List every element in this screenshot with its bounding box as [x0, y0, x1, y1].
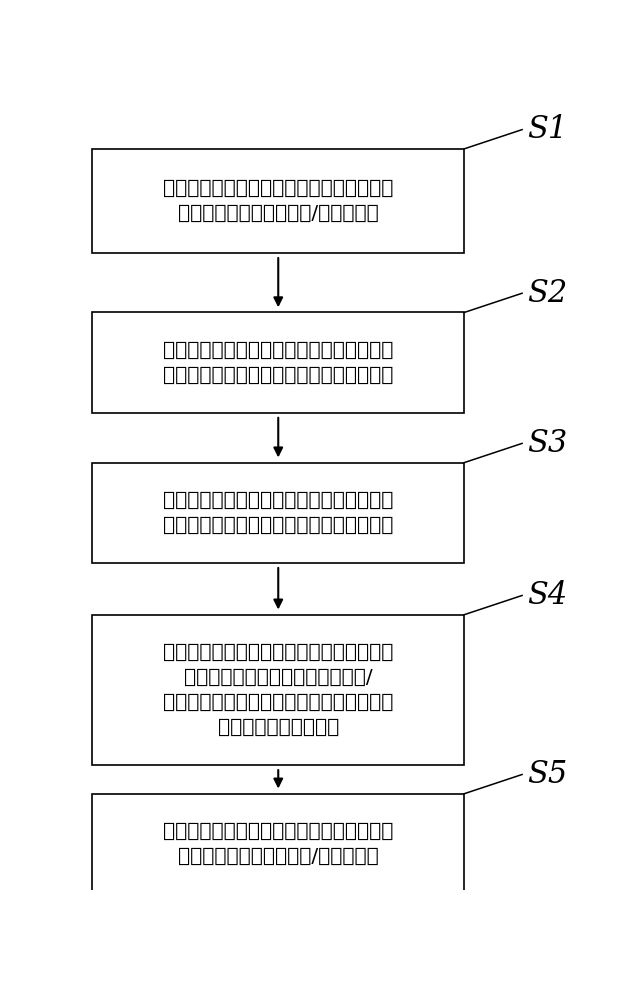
Text: 终端根据信道组合监测命令，监测各信道组
合的信道质量，并向基站发送信道状态报告: 终端根据信道组合监测命令，监测各信道组 合的信道质量，并向基站发送信道状态报告	[163, 491, 394, 535]
Text: S5: S5	[527, 759, 567, 790]
Bar	[92, 312, 464, 413]
Text: 基站预设多个信道组合，其中，每个信道组
合可用于传输同步信号和/或广播信道: 基站预设多个信道组合，其中，每个信道组 合可用于传输同步信号和/或广播信道	[163, 179, 394, 223]
Text: 基站向终端发送信道组合监测命令，以指示
终端测量和报告上述各信道组合的信道状态: 基站向终端发送信道组合监测命令，以指示 终端测量和报告上述各信道组合的信道状态	[163, 341, 394, 385]
Text: S2: S2	[527, 278, 567, 309]
Bar	[92, 463, 464, 563]
Text: S3: S3	[527, 428, 567, 459]
Bar	[92, 149, 464, 253]
Text: 基站对所有信道组合进行综合排序，选择其
中最优的信道组合传输同步信号和/
或广播信道，并向小区内的终端广播所有信
道组合的综合排序信息: 基站对所有信道组合进行综合排序，选择其 中最优的信道组合传输同步信号和/ 或广播…	[163, 643, 394, 737]
Text: S4: S4	[527, 580, 567, 611]
Text: S1: S1	[527, 114, 567, 145]
Bar	[92, 615, 464, 765]
Bar	[92, 794, 464, 894]
Text: 终端根据基站发送的所有信道组合的综合排
序信息，接收同步信号和/或广播信道: 终端根据基站发送的所有信道组合的综合排 序信息，接收同步信号和/或广播信道	[163, 822, 394, 866]
